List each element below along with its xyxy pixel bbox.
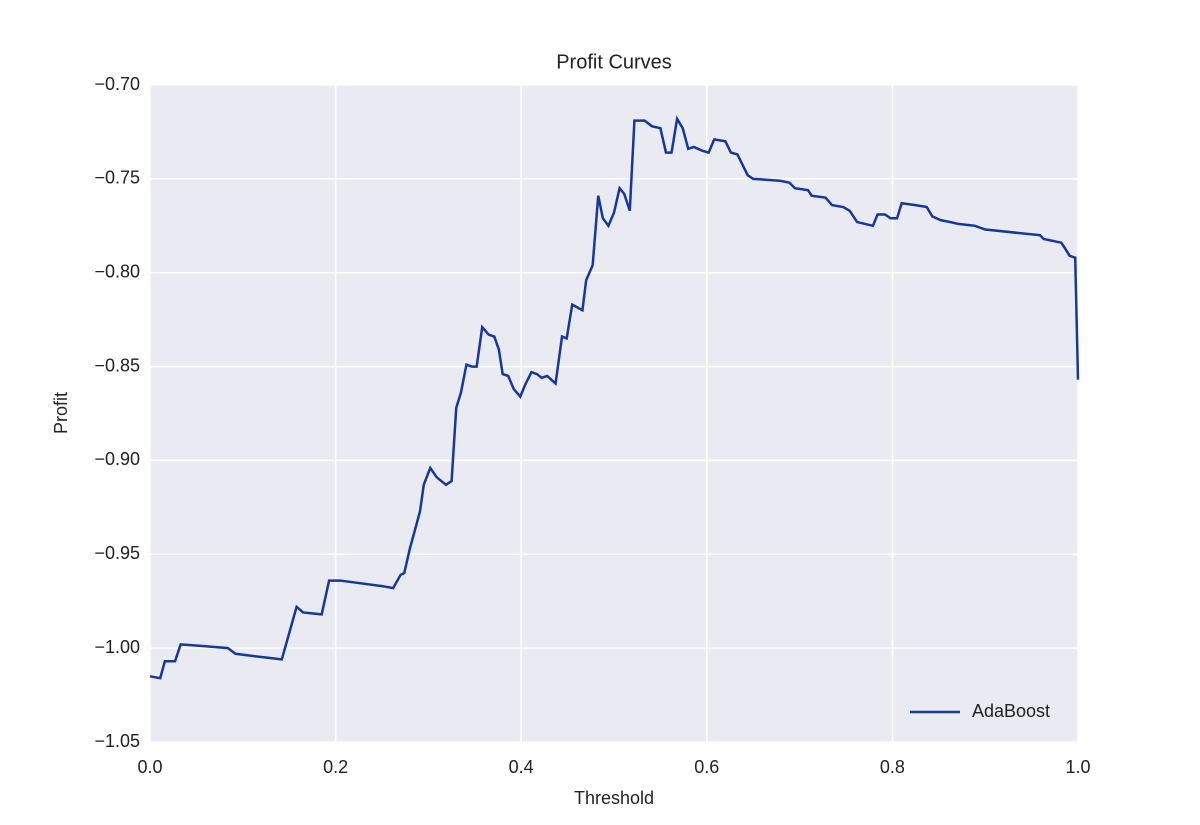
x-tick-label: 0.4 (509, 757, 534, 777)
y-tick-label: −1.05 (94, 731, 140, 751)
plot-area (150, 85, 1078, 742)
y-tick-label: −0.90 (94, 449, 140, 469)
legend-label: AdaBoost (972, 701, 1050, 721)
y-tick-label: −0.95 (94, 543, 140, 563)
y-tick-label: −0.85 (94, 355, 140, 375)
x-tick-label: 0.0 (137, 757, 162, 777)
x-tick-label: 0.8 (880, 757, 905, 777)
y-axis-label: Profit (51, 392, 71, 434)
chart-title: Profit Curves (556, 51, 672, 73)
y-tick-label: −1.00 (94, 637, 140, 657)
x-tick-label: 0.2 (323, 757, 348, 777)
x-tick-label: 0.6 (694, 757, 719, 777)
x-axis-label: Threshold (574, 788, 654, 808)
y-tick-label: −0.80 (94, 261, 140, 281)
y-tick-label: −0.70 (94, 74, 140, 94)
data-line (149, 115, 1080, 680)
y-tick-label: −0.75 (94, 168, 140, 188)
x-tick-label: 1.0 (1065, 757, 1090, 777)
